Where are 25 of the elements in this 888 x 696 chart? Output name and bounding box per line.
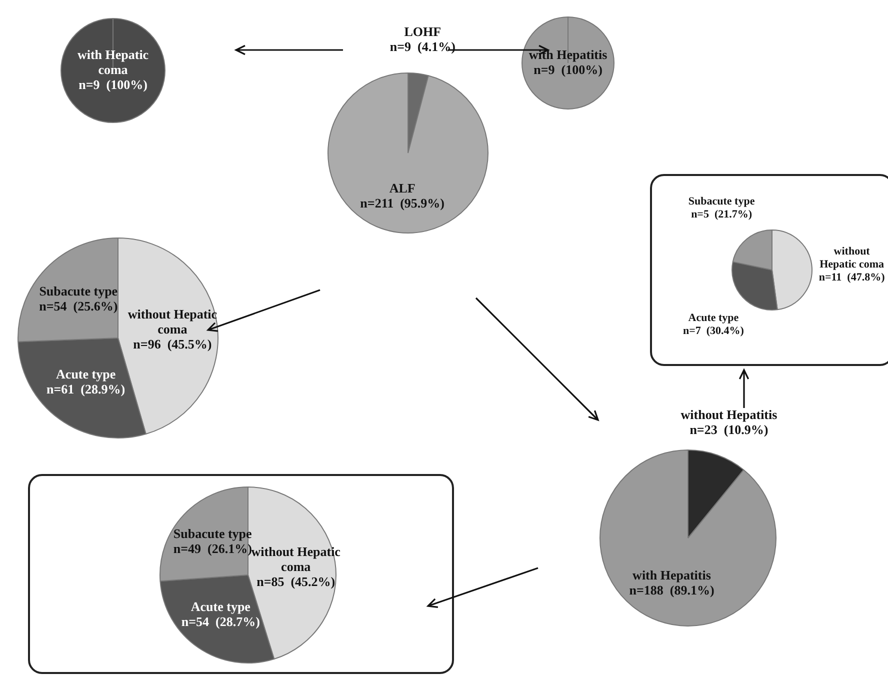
- data-label: n=85 (45.2%): [256, 574, 336, 590]
- data-label: n=188 (89.1%): [629, 582, 714, 598]
- data-label: n=9 (4.1%): [390, 38, 456, 54]
- data-label: n=23 (10.9%): [690, 422, 768, 437]
- slice-label: Subacute type: [39, 284, 118, 299]
- slice-label: LOHF: [404, 24, 442, 39]
- slice-label: ALF: [389, 180, 416, 196]
- slice-label: Acute type: [56, 366, 116, 382]
- data-label: n=61 (28.9%): [46, 381, 126, 396]
- data-label: n=54 (25.6%): [39, 298, 118, 314]
- slice-label: Subacute type: [688, 195, 755, 208]
- data-label: n=49 (26.1%): [173, 540, 252, 556]
- data-label: n=5 (21.7%): [691, 208, 752, 220]
- slice-label: with Hepatitis: [632, 567, 711, 582]
- data-label: n=9 (100%): [534, 62, 602, 77]
- data-label: n=7 (30.4%): [682, 324, 744, 337]
- data-label: n=9 (100%): [78, 76, 148, 92]
- slice-label: Acute type: [190, 598, 251, 614]
- data-label: n=96 (45.5%): [133, 336, 212, 352]
- data-label: n=54 (28.7%): [181, 614, 260, 629]
- data-label: n=11 (47.8%): [818, 271, 886, 284]
- slice-label: without Hepatitis: [680, 406, 778, 422]
- slice-label: Acute type: [688, 312, 739, 324]
- slice-label: Subacute type: [173, 526, 252, 541]
- data-label: n=211 (95.9%): [360, 195, 445, 210]
